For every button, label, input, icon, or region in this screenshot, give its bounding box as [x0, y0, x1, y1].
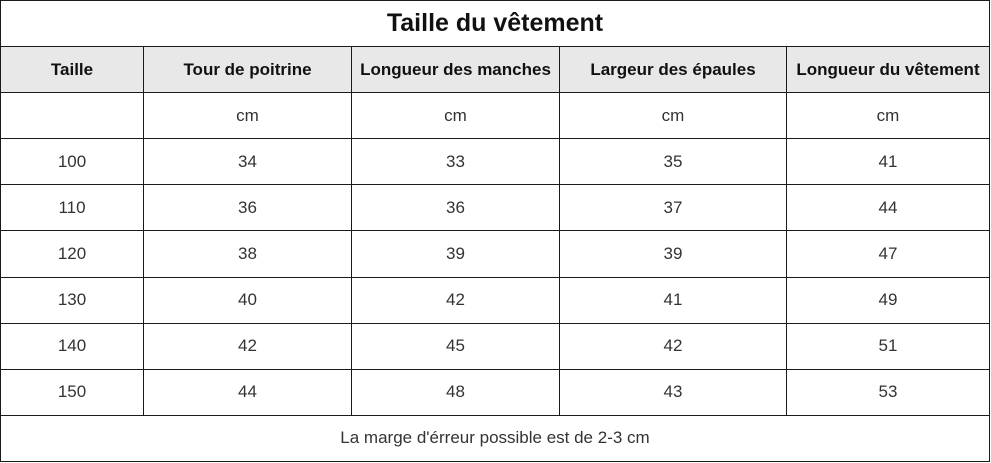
table-cell: 47: [786, 230, 990, 278]
table-title: Taille du vêtement: [0, 0, 990, 48]
unit-cell: cm: [786, 92, 990, 140]
table-cell: 41: [786, 138, 990, 186]
size-cell: 140: [0, 322, 144, 370]
header-row: Taille Tour de poitrine Longueur des man…: [0, 46, 990, 94]
table-cell: 36: [143, 184, 352, 232]
table-cell: 44: [786, 184, 990, 232]
table-cell: 53: [786, 368, 990, 416]
unit-cell: [0, 92, 144, 140]
header-taille: Taille: [0, 46, 144, 94]
header-longueur-du-vetement: Longueur du vêtement: [786, 46, 990, 94]
header-longueur-des-manches: Longueur des manches: [351, 46, 560, 94]
table-cell: 38: [143, 230, 352, 278]
size-cell: 100: [0, 138, 144, 186]
table-cell: 49: [786, 276, 990, 324]
table-row: 100 34 33 35 41: [0, 138, 990, 186]
table-cell: 41: [559, 276, 787, 324]
size-cell: 130: [0, 276, 144, 324]
size-cell: 110: [0, 184, 144, 232]
table-cell: 36: [351, 184, 560, 232]
title-row: Taille du vêtement: [0, 0, 990, 48]
table-cell: 48: [351, 368, 560, 416]
note-row: La marge d'érreur possible est de 2-3 cm: [0, 414, 990, 463]
unit-cell: cm: [143, 92, 352, 140]
table-cell: 42: [351, 276, 560, 324]
size-cell: 150: [0, 368, 144, 416]
unit-row: cm cm cm cm: [0, 92, 990, 140]
table-cell: 42: [143, 322, 352, 370]
table-cell: 37: [559, 184, 787, 232]
table-cell: 42: [559, 322, 787, 370]
unit-cell: cm: [559, 92, 787, 140]
table-row: 110 36 36 37 44: [0, 184, 990, 232]
size-cell: 120: [0, 230, 144, 278]
table-cell: 33: [351, 138, 560, 186]
table-row: 150 44 48 43 53: [0, 368, 990, 416]
error-margin-note: La marge d'érreur possible est de 2-3 cm: [0, 414, 990, 463]
table-cell: 45: [351, 322, 560, 370]
table-row: 120 38 39 39 47: [0, 230, 990, 278]
table-cell: 43: [559, 368, 787, 416]
unit-cell: cm: [351, 92, 560, 140]
header-largeur-des-epaules: Largeur des épaules: [559, 46, 787, 94]
table-cell: 40: [143, 276, 352, 324]
table-cell: 35: [559, 138, 787, 186]
table-row: 130 40 42 41 49: [0, 276, 990, 324]
table-row: 140 42 45 42 51: [0, 322, 990, 370]
table-cell: 44: [143, 368, 352, 416]
table-cell: 51: [786, 322, 990, 370]
table-cell: 39: [559, 230, 787, 278]
table-cell: 39: [351, 230, 560, 278]
header-tour-de-poitrine: Tour de poitrine: [143, 46, 352, 94]
table-cell: 34: [143, 138, 352, 186]
